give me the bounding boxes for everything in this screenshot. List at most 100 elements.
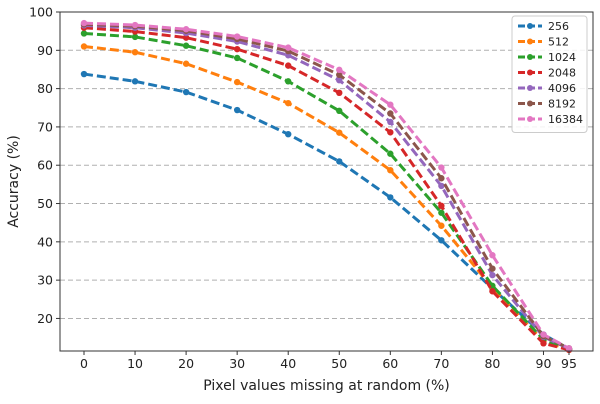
- data-point: [387, 150, 394, 157]
- x-tick-label: 95: [561, 356, 577, 371]
- data-point: [438, 202, 445, 210]
- x-axis: 0 10 20 30 40 50 60 70 80 90 95: [80, 351, 577, 371]
- series-line: [83, 44, 570, 352]
- data-point: [285, 78, 292, 85]
- legend-item: 256: [518, 20, 569, 33]
- data-point: [233, 33, 241, 40]
- series-16384: [80, 19, 573, 352]
- data-point: [80, 70, 88, 78]
- y-tick-label: 90: [37, 43, 53, 58]
- data-point: [565, 345, 573, 352]
- legend-label: 512: [548, 36, 569, 49]
- legend-marker: [527, 116, 533, 122]
- y-tick-label: 50: [37, 196, 53, 211]
- series-line: [83, 21, 570, 350]
- legend: 256 512 1024 2048 4096 8192 16384: [511, 15, 588, 133]
- data-point: [336, 66, 343, 74]
- legend-marker: [527, 23, 533, 29]
- data-point: [336, 76, 343, 84]
- data-point: [336, 71, 343, 79]
- legend-item: 2048: [518, 67, 576, 80]
- legend-marker: [527, 38, 533, 45]
- data-point: [80, 30, 88, 37]
- x-tick-label: 50: [331, 356, 347, 371]
- legend-item: 512: [518, 36, 569, 49]
- data-point: [387, 118, 394, 126]
- data-point: [80, 19, 88, 27]
- x-tick-label: 80: [484, 356, 500, 371]
- data-point: [438, 182, 445, 190]
- legend-label: 2048: [548, 67, 576, 80]
- legend-item: 1024: [518, 51, 576, 64]
- series-line: [83, 26, 570, 352]
- data-point: [336, 89, 343, 97]
- data-point: [233, 45, 241, 53]
- data-point: [387, 101, 394, 108]
- data-point: [387, 194, 394, 201]
- legend-marker: [527, 69, 533, 76]
- data-point: [489, 265, 496, 272]
- data-point: [285, 44, 292, 51]
- legend-item: 4096: [518, 82, 576, 95]
- data-point: [438, 164, 445, 171]
- x-tick-label: 40: [280, 356, 296, 371]
- data-point: [336, 129, 343, 136]
- y-tick-label: 70: [37, 119, 53, 134]
- x-tick-label: 90: [536, 356, 552, 371]
- series-512: [80, 43, 573, 354]
- data-point: [438, 222, 445, 229]
- legend-item: 16384: [518, 113, 583, 126]
- legend-marker: [527, 85, 533, 91]
- data-point: [387, 167, 394, 174]
- data-point: [131, 78, 139, 85]
- data-point: [131, 33, 139, 41]
- x-tick-label: 20: [178, 356, 194, 371]
- y-axis-title: Accuracy (%): [6, 135, 22, 228]
- legend-label: 1024: [548, 51, 576, 64]
- data-point: [438, 237, 445, 244]
- data-point: [131, 21, 139, 29]
- data-point: [387, 129, 394, 136]
- y-tick-label: 100: [29, 5, 53, 20]
- data-point: [233, 106, 241, 114]
- data-point: [489, 271, 496, 279]
- legend-label: 4096: [548, 82, 576, 95]
- legend-marker: [527, 100, 533, 107]
- x-tick-label: 0: [80, 356, 88, 371]
- x-tick-label: 10: [127, 356, 143, 371]
- data-point: [489, 252, 496, 259]
- legend-label: 8192: [548, 98, 576, 111]
- data-point: [182, 88, 190, 96]
- series-8192: [80, 21, 573, 352]
- y-tick-label: 80: [37, 81, 53, 96]
- data-point: [233, 54, 241, 62]
- data-point: [387, 110, 394, 117]
- data-point: [336, 107, 343, 115]
- data-point: [80, 43, 88, 50]
- data-point: [285, 99, 292, 107]
- x-tick-label: 60: [382, 356, 398, 371]
- data-point: [438, 209, 445, 216]
- data-point: [438, 175, 445, 182]
- series-line: [83, 23, 570, 351]
- data-point: [489, 288, 496, 295]
- data-point: [233, 78, 241, 86]
- data-point: [182, 26, 190, 33]
- data-point: [285, 130, 292, 138]
- y-tick-label: 40: [37, 234, 53, 249]
- series-4096: [80, 22, 573, 352]
- y-axis: 20 30 40 50 60 70 80 90 100: [29, 5, 60, 326]
- x-axis-title: Pixel values missing at random (%): [203, 378, 450, 394]
- data-point: [182, 60, 190, 67]
- series-256: [80, 70, 573, 353]
- x-tick-label: 70: [433, 356, 449, 371]
- x-tick-label: 30: [229, 356, 245, 371]
- data-point: [540, 331, 547, 338]
- data-point: [182, 34, 190, 41]
- y-tick-label: 20: [37, 311, 53, 326]
- y-tick-label: 60: [37, 158, 53, 173]
- legend-marker: [527, 54, 533, 60]
- data-point: [540, 340, 547, 347]
